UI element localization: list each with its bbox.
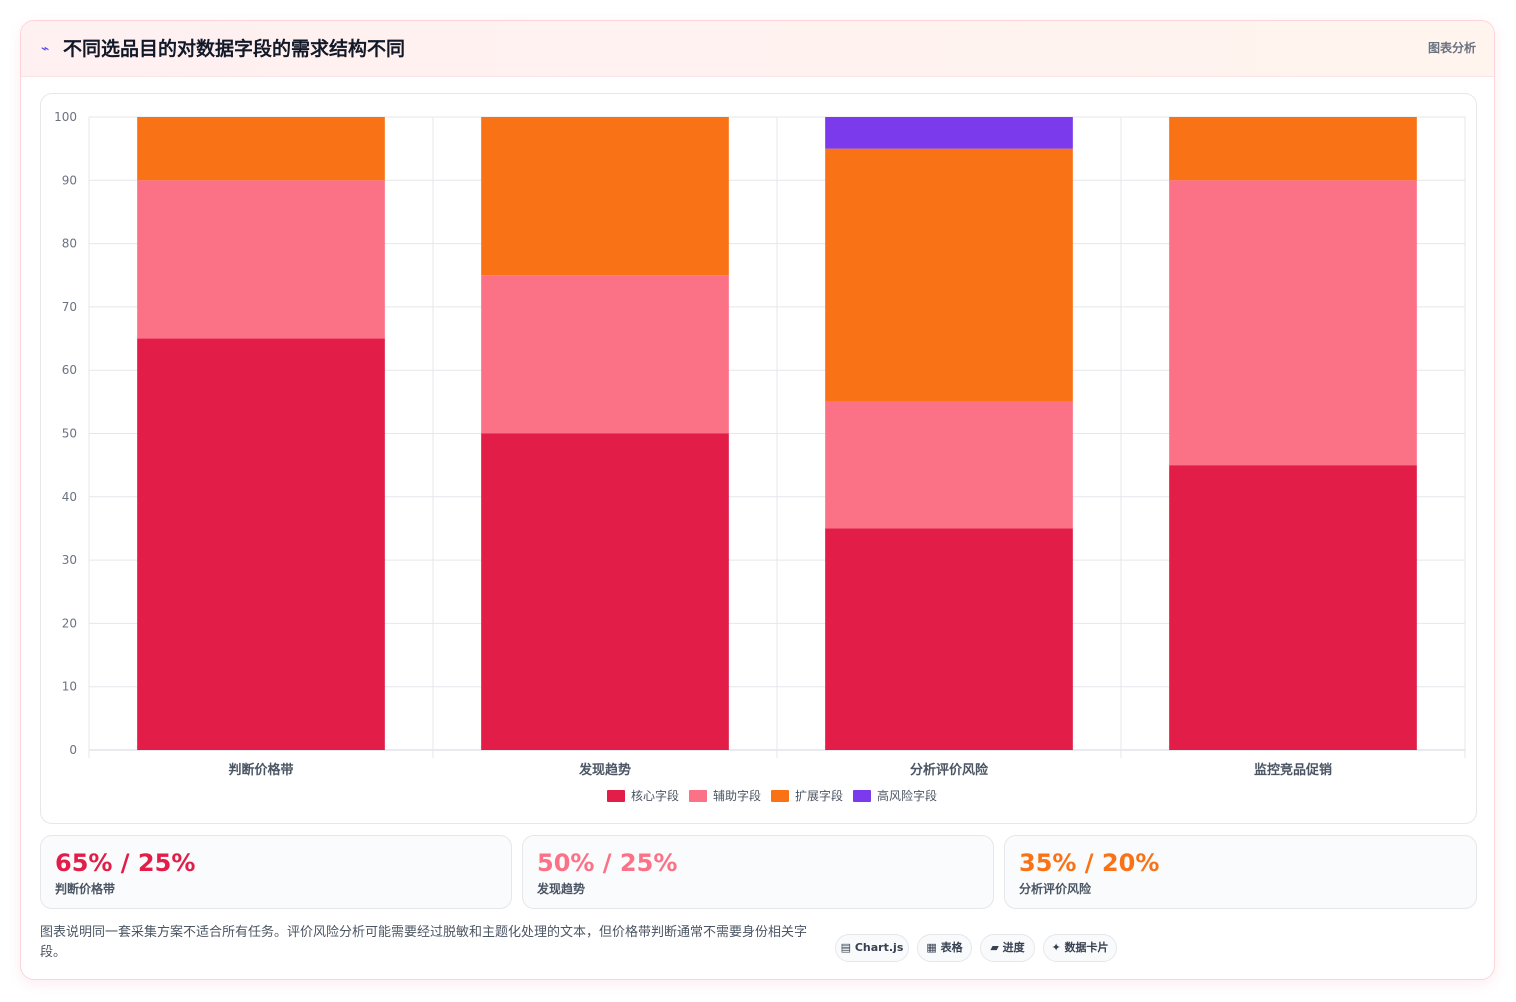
legend-label: 高风险字段 xyxy=(877,788,937,803)
tag-data-card[interactable]: ✦ 数据卡片 xyxy=(1043,934,1117,962)
stat-label: 分析评价风险 xyxy=(1019,882,1092,896)
bar-segment xyxy=(137,117,385,181)
bar-segment xyxy=(825,401,1073,529)
stat-card-review-risk: 35% / 20% 分析评价风险 xyxy=(1004,835,1477,909)
legend-label: 辅助字段 xyxy=(713,788,761,803)
bar-segment xyxy=(1169,180,1417,466)
tag-table[interactable]: ▦ 表格 xyxy=(917,934,972,962)
stat-value: 65% / 25% xyxy=(55,849,196,877)
y-tick-label: 60 xyxy=(62,363,77,377)
chart-line-icon: ⌁ xyxy=(41,41,50,57)
tag-label: 进度 xyxy=(1002,941,1025,954)
y-tick-label: 10 xyxy=(62,680,77,694)
bar-segment xyxy=(825,148,1073,402)
tag-label: 数据卡片 xyxy=(1064,941,1109,954)
y-tick-label: 20 xyxy=(62,616,77,630)
x-tick-label: 发现趋势 xyxy=(578,762,631,778)
x-tick-label: 监控竞品促销 xyxy=(1254,762,1332,778)
tag-chartjs[interactable]: ▤ Chart.js xyxy=(835,934,909,962)
sparkle-icon: ✦ xyxy=(1051,941,1061,954)
stat-card-price-band: 65% / 25% 判断价格带 xyxy=(40,835,512,909)
y-tick-label: 70 xyxy=(62,300,77,314)
y-tick-label: 100 xyxy=(54,110,77,124)
chart-analysis-tag: 图表分析 xyxy=(1427,41,1476,55)
stacked-bar-chart: 0 10 20 30 40 50 60 70 80 90 100 判断价格带 发现趋势 分析评价风险 监控竞… xyxy=(54,110,1466,803)
x-tick-label: 判断价格带 xyxy=(228,762,293,778)
chart-note: 图表说明同一套采集方案不适合所有任务。评价风险分析可能需要经过脱敏和主题化处理的… xyxy=(40,925,808,960)
chart-container: 0 10 20 30 40 50 60 70 80 90 100 判断价格带 发现趋势 分析评价风险 监控竞… xyxy=(40,93,1477,824)
y-tick-label: 50 xyxy=(62,427,77,441)
tag-label: 表格 xyxy=(940,941,963,954)
legend-swatch xyxy=(853,790,871,802)
chart-icon: ▤ xyxy=(840,941,852,954)
bar-segment xyxy=(825,117,1073,149)
chart-card: ⌁ 不同选品目的对数据字段的需求结构不同 图表分析 0 10 20 30 40 50 60 7… xyxy=(20,20,1495,980)
legend-label: 扩展字段 xyxy=(795,788,843,803)
progress-icon: ▰ xyxy=(990,941,999,954)
legend-swatch xyxy=(607,790,625,802)
stat-card-trend: 50% / 25% 发现趋势 xyxy=(522,835,994,909)
bar-segment xyxy=(137,180,385,339)
bar-segment xyxy=(1169,117,1417,181)
bar-segment xyxy=(481,433,729,750)
y-tick-label: 80 xyxy=(62,237,77,251)
legend-swatch xyxy=(689,790,707,802)
stat-value: 35% / 20% xyxy=(1019,849,1160,877)
bar-segment xyxy=(481,275,729,434)
tag-progress[interactable]: ▰ 进度 xyxy=(980,934,1035,962)
bar-segment xyxy=(825,528,1073,750)
y-tick-label: 90 xyxy=(62,173,77,187)
table-icon: ▦ xyxy=(926,941,937,954)
y-tick-label: 40 xyxy=(62,490,77,504)
stat-value: 50% / 25% xyxy=(537,849,678,877)
y-tick-label: 0 xyxy=(69,743,77,757)
legend-swatch xyxy=(771,790,789,802)
bar-segment xyxy=(1169,465,1417,750)
y-tick-label: 30 xyxy=(62,553,77,567)
card-header: ⌁ 不同选品目的对数据字段的需求结构不同 图表分析 xyxy=(21,21,1494,77)
bar-segment xyxy=(481,117,729,276)
card-title: 不同选品目的对数据字段的需求结构不同 xyxy=(63,38,406,60)
bar-segment xyxy=(137,338,385,750)
tag-label: Chart.js xyxy=(854,941,904,954)
x-tick-label: 分析评价风险 xyxy=(910,762,989,778)
stat-label: 发现趋势 xyxy=(537,882,586,896)
stat-label: 判断价格带 xyxy=(55,882,116,896)
legend-label: 核心字段 xyxy=(631,788,679,803)
